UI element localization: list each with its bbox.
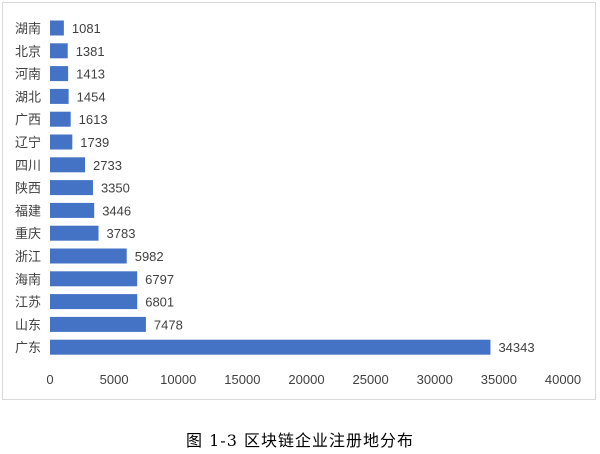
bar (50, 66, 69, 82)
category-label: 辽宁 (15, 135, 41, 151)
x-tick-label: 0 (46, 372, 53, 387)
figure-caption: 图 1-3 区块链企业注册地分布 (186, 431, 414, 450)
x-tick-label: 35000 (481, 372, 517, 387)
data-label: 2733 (93, 158, 122, 173)
bar (50, 134, 73, 150)
data-label: 1454 (77, 89, 106, 104)
bar (50, 20, 64, 36)
chart-frame (2, 2, 596, 400)
category-label: 浙江 (15, 250, 41, 265)
x-tick-label: 25000 (353, 372, 389, 387)
data-label: 7478 (154, 317, 183, 332)
bars (50, 20, 491, 355)
bar (50, 248, 127, 264)
x-axis-tick-labels: 0 5000 10000 15000 20000 25000 30000 35000 40000 (46, 372, 581, 387)
bar (50, 202, 95, 218)
bar (50, 339, 491, 355)
category-label: 广东 (15, 341, 41, 356)
data-label: 3350 (101, 181, 130, 196)
bar (50, 271, 138, 287)
x-tick-label: 5000 (100, 372, 129, 387)
bar (50, 316, 146, 332)
category-label: 重庆 (15, 226, 41, 242)
category-label: 陕西 (15, 182, 41, 197)
category-label: 广西 (15, 113, 41, 128)
category-label: 湖北 (15, 90, 41, 105)
bar (50, 157, 86, 173)
data-label: 34343 (498, 340, 534, 355)
data-label: 1613 (79, 112, 108, 127)
data-label: 6801 (145, 295, 174, 310)
x-tick-label: 15000 (224, 372, 260, 387)
data-label: 1081 (72, 21, 101, 36)
category-label: 海南 (15, 272, 41, 288)
category-label: 福建 (15, 204, 41, 219)
data-label: 1381 (76, 44, 105, 59)
category-label: 四川 (15, 159, 41, 174)
x-tick-label: 40000 (545, 372, 581, 387)
bar (50, 294, 138, 310)
category-label: 湖南 (15, 21, 41, 37)
data-labels: 1081 1381 1413 1454 1613 1739 2733 3350 3446 3783… (72, 21, 535, 355)
data-label: 1739 (80, 135, 109, 150)
category-label: 河南 (15, 67, 41, 83)
bar (50, 88, 69, 104)
bar (50, 180, 93, 196)
data-label: 3783 (107, 226, 136, 241)
data-label: 1413 (76, 67, 105, 82)
data-label: 3446 (102, 203, 131, 218)
x-tick-label: 20000 (288, 372, 324, 387)
data-label: 5982 (135, 249, 164, 264)
category-label: 江苏 (15, 295, 41, 311)
x-tick-label: 10000 (160, 372, 196, 387)
bar (50, 225, 99, 241)
data-label: 6797 (145, 272, 174, 287)
x-tick-label: 30000 (417, 372, 453, 387)
bar (50, 111, 71, 127)
category-label: 北京 (15, 45, 41, 60)
bar (50, 43, 68, 59)
category-label: 山东 (15, 318, 41, 333)
